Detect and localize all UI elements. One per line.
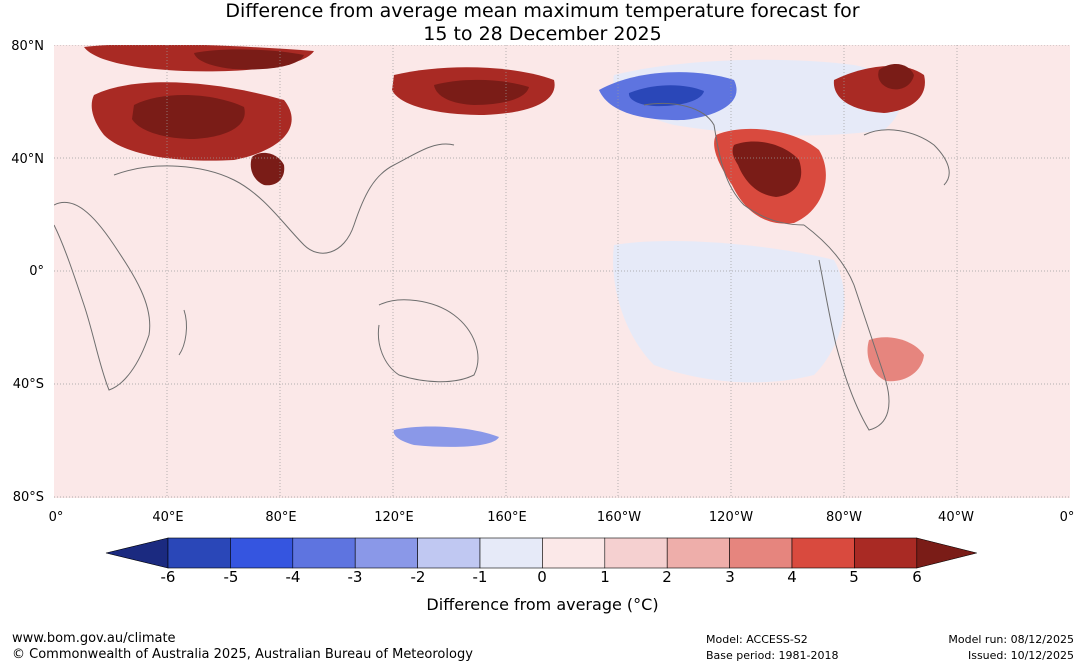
colorbar-segment xyxy=(292,537,356,569)
lon-label-120e: 120°E xyxy=(374,510,414,525)
coastlines xyxy=(54,102,950,431)
footer-website: www.bom.gov.au/climate xyxy=(12,631,176,646)
colorbar-segment xyxy=(604,537,668,569)
colorbar-segment xyxy=(479,537,543,569)
footer-issued: Issued: 10/12/2025 xyxy=(967,649,1074,662)
title-line-2: 15 to 28 December 2025 xyxy=(423,23,662,45)
region-central-asia-core xyxy=(132,95,245,139)
region-greenland-core xyxy=(878,63,914,90)
lon-label-0-east: 0° xyxy=(1059,510,1075,525)
region-equatorial-pacific-cool xyxy=(613,240,845,383)
lon-label-160e: 160°E xyxy=(487,510,527,525)
colorbar-tick-3: 3 xyxy=(725,568,735,586)
colorbar-tick-m5: -5 xyxy=(223,568,239,586)
region-south-america-warm xyxy=(867,337,924,382)
colorbar-tick-m3: -3 xyxy=(347,568,363,586)
colorbar-segment xyxy=(167,537,231,569)
temperature-anomaly-map xyxy=(54,45,1070,498)
footer-copyright: © Commonwealth of Australia 2025, Austra… xyxy=(12,647,473,662)
colorbar-tick-1: 1 xyxy=(600,568,610,586)
region-western-us-core xyxy=(732,141,802,197)
colorbar-segment xyxy=(230,537,294,569)
colorbar-segment xyxy=(791,537,855,569)
colorbar-segment xyxy=(854,537,918,569)
lon-label-40e: 40°E xyxy=(152,510,184,525)
colorbar-tick-2: 2 xyxy=(662,568,672,586)
region-alaska-core xyxy=(628,85,704,107)
lon-label-160w: 160°W xyxy=(596,510,642,525)
colorbar-segment xyxy=(542,537,606,569)
colorbar-label: Difference from average (°C) xyxy=(426,595,659,614)
colorbar-tick-5: 5 xyxy=(849,568,859,586)
region-east-siberia-core xyxy=(434,79,529,105)
colorbar-tick-m2: -2 xyxy=(410,568,426,586)
region-west-china-warm xyxy=(250,152,285,186)
lat-label-80s: 80°S xyxy=(12,490,44,505)
lat-label-40n: 40°N xyxy=(11,152,44,167)
colorbar-extend-high xyxy=(916,537,977,569)
lon-label-80e: 80°E xyxy=(265,510,297,525)
title-line-1: Difference from average mean maximum tem… xyxy=(225,0,860,22)
graticule xyxy=(54,45,1070,498)
colorbar-tick-0: 0 xyxy=(537,568,547,586)
region-scandinavia-warm xyxy=(194,49,304,70)
lon-label-80w: 80°W xyxy=(826,510,862,525)
region-southern-ocean-cool xyxy=(393,426,499,447)
lat-label-equator: 0° xyxy=(29,264,44,279)
colorbar-tick-m1: -1 xyxy=(472,568,488,586)
lat-label-80n: 80°N xyxy=(11,39,44,54)
chart-title: Difference from average mean maximum tem… xyxy=(0,0,1085,46)
colorbar-segment xyxy=(729,537,793,569)
colorbar-segment xyxy=(417,537,481,569)
footer-model: Model: ACCESS-S2 xyxy=(706,633,808,646)
colorbar-tick-6: 6 xyxy=(912,568,922,586)
footer-model-run: Model run: 08/12/2025 xyxy=(948,633,1074,646)
colorbar-segment xyxy=(666,537,730,569)
colorbar xyxy=(105,537,977,569)
colorbar-extend-low xyxy=(105,537,169,569)
colorbar-tick-m4: -4 xyxy=(285,568,301,586)
colorbar-tick-m6: -6 xyxy=(160,568,176,586)
lat-label-40s: 40°S xyxy=(12,377,44,392)
lon-label-0-west: 0° xyxy=(48,510,64,525)
footer-base-period: Base period: 1981-2018 xyxy=(706,649,839,662)
colorbar-segment xyxy=(354,537,418,569)
lon-label-40w: 40°W xyxy=(938,510,974,525)
lon-label-120w: 120°W xyxy=(708,510,754,525)
colorbar-tick-4: 4 xyxy=(787,568,797,586)
